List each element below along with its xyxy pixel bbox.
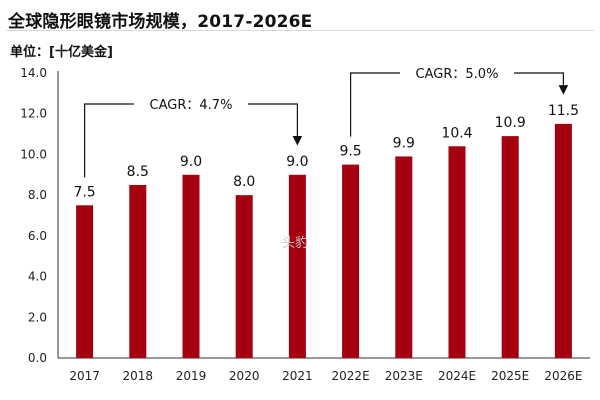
title-divider	[6, 30, 594, 31]
bar-2021	[288, 174, 306, 358]
x-tick-label: 2018	[123, 369, 154, 383]
x-tick-label: 2024E	[438, 369, 476, 383]
y-tick-label: 12.0	[20, 107, 47, 121]
value-label: 9.0	[180, 154, 202, 170]
x-tick-label: 2025E	[491, 369, 529, 383]
watermark: 头豹	[282, 236, 309, 251]
y-tick-label: 8.0	[28, 188, 47, 202]
bar-2023E	[395, 156, 413, 358]
cagr-label: CAGR：5.0%	[416, 67, 499, 82]
y-tick-label: 0.0	[28, 351, 47, 365]
bar-2024E	[448, 146, 466, 358]
x-tick-label: 2017	[69, 369, 100, 383]
bar-2025E	[501, 136, 519, 358]
x-tick-label: 2021	[282, 369, 313, 383]
y-tick-label: 10.0	[20, 147, 47, 161]
chart-title: 全球隐形眼镜市场规模，2017-2026E	[8, 12, 313, 32]
y-tick-label: 6.0	[28, 229, 47, 243]
unit-label: 单位：[十亿美金]	[10, 45, 113, 60]
x-tick-label: 2019	[176, 369, 207, 383]
value-label: 9.9	[393, 135, 415, 151]
value-label: 7.5	[73, 184, 95, 200]
value-label: 10.4	[441, 125, 472, 141]
value-label: 9.5	[339, 144, 361, 160]
bar-2022E	[342, 164, 360, 358]
bar-2018	[129, 184, 147, 358]
x-tick-label: 2022E	[332, 369, 370, 383]
y-tick-label: 2.0	[28, 310, 47, 324]
cagr-bracket-right-arrow	[514, 72, 569, 95]
value-label: 8.5	[127, 164, 149, 180]
x-tick-label: 2020	[229, 369, 260, 383]
bar-2017	[76, 205, 94, 358]
value-label: 11.5	[548, 103, 579, 119]
value-label: 9.0	[286, 154, 308, 170]
bar-2026E	[554, 123, 572, 359]
bar-2019	[182, 174, 200, 358]
value-label: 10.9	[495, 115, 526, 131]
cagr-bracket-left	[350, 72, 400, 137]
x-tick-label: 2023E	[385, 369, 423, 383]
value-label: 8.0	[233, 174, 255, 190]
y-tick-label: 4.0	[28, 270, 47, 284]
bar-2020	[235, 195, 253, 358]
y-tick-label: 14.0	[20, 66, 47, 80]
cagr-label: CAGR：4.7%	[150, 98, 233, 113]
x-tick-label: 2026E	[544, 369, 582, 383]
cagr-bracket-left	[84, 103, 134, 178]
cagr-bracket-right-arrow	[248, 103, 303, 146]
